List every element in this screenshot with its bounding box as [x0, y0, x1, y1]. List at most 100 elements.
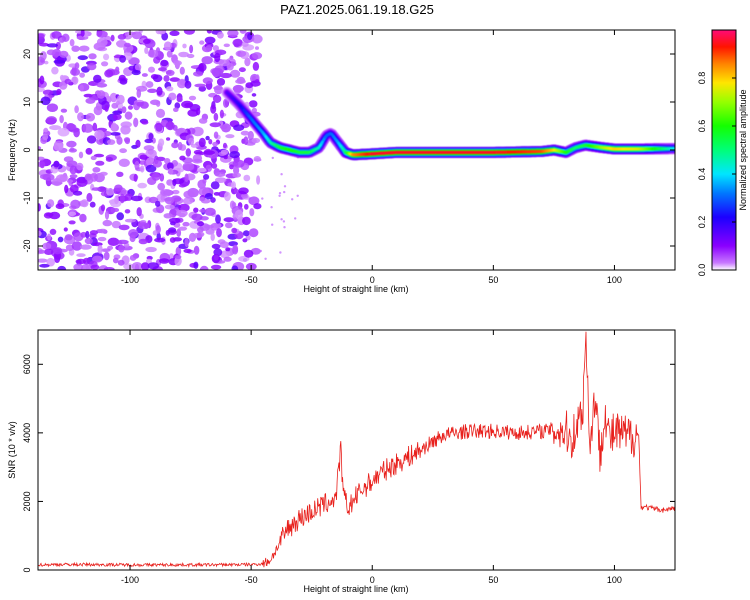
noise-blob	[234, 209, 243, 219]
spectrogram-y-label: Frequency (Hz)	[7, 119, 17, 181]
colorbar-tick-label: 0.0	[697, 264, 707, 277]
noise-blob	[158, 67, 167, 72]
noise-blob	[49, 228, 57, 235]
noise-point	[259, 249, 262, 253]
noise-blob	[160, 59, 169, 67]
noise-blob	[55, 203, 65, 210]
noise-blob	[155, 123, 163, 132]
noise-blob	[189, 44, 194, 54]
noise-blob	[57, 127, 70, 137]
noise-blob	[47, 233, 51, 241]
noise-blob	[38, 156, 45, 161]
noise-blob	[42, 89, 54, 96]
noise-blob	[64, 184, 69, 194]
noise-blob	[42, 242, 52, 250]
noise-blob	[181, 100, 194, 109]
noise-blob	[163, 213, 173, 219]
snr-y-label: SNR (10 * v/v)	[7, 421, 17, 479]
noise-blob	[178, 51, 190, 58]
noise-blob	[124, 218, 136, 223]
noise-blob	[124, 111, 133, 120]
noise-point	[283, 190, 286, 194]
noise-blob	[177, 79, 187, 89]
noise-blob	[187, 109, 199, 117]
noise-blob	[177, 141, 183, 151]
noise-blob	[186, 53, 195, 59]
noise-blob	[169, 237, 176, 243]
noise-blob	[205, 135, 210, 141]
noise-blob	[239, 30, 247, 34]
noise-blob	[42, 133, 49, 140]
noise-blob	[206, 30, 212, 34]
noise-blob	[174, 102, 181, 109]
noise-blob	[254, 79, 260, 84]
noise-blob	[198, 137, 206, 148]
x-tick-label: 50	[488, 575, 498, 585]
noise-blob	[225, 247, 231, 252]
noise-blob	[79, 84, 84, 92]
colorbar-ticks: 0.0 0.2 0.4 0.6 0.8	[697, 72, 736, 277]
noise-blob	[128, 105, 133, 110]
noise-blob	[92, 167, 101, 173]
noise-blob	[124, 209, 131, 214]
noise-blob	[73, 263, 84, 270]
noise-blob	[46, 43, 59, 48]
noise-blob	[59, 115, 64, 124]
noise-blob	[46, 257, 55, 267]
noise-blob	[210, 104, 217, 114]
noise-blob	[66, 179, 74, 184]
noise-blob	[43, 212, 53, 219]
noise-blob	[85, 230, 90, 239]
x-tick-label: -50	[245, 275, 258, 285]
noise-blob	[109, 92, 118, 103]
noise-blob	[251, 34, 263, 44]
noise-blob	[40, 96, 51, 106]
noise-blob	[136, 88, 142, 98]
noise-blob	[205, 45, 213, 52]
noise-blob	[193, 71, 204, 77]
noise-blob	[85, 112, 95, 122]
noise-blob	[238, 187, 249, 195]
noise-blob	[71, 241, 83, 251]
colorbar-label: Normalized spectral amplitude	[738, 89, 748, 210]
noise-point	[291, 198, 294, 201]
noise-blob	[183, 30, 195, 35]
noise-blob	[68, 148, 78, 153]
noise-blob	[47, 199, 55, 208]
noise-blob	[157, 182, 166, 191]
noise-blob	[76, 162, 84, 171]
noise-blob	[240, 130, 250, 136]
noise-blob	[238, 67, 246, 73]
noise-blob	[231, 227, 238, 234]
noise-blob	[238, 255, 250, 262]
noise-blob	[104, 210, 110, 220]
noise-blob	[136, 207, 142, 217]
noise-blob	[147, 88, 158, 94]
noise-blob	[253, 203, 262, 210]
noise-blob	[193, 261, 199, 269]
noise-blob	[69, 174, 78, 179]
noise-point	[271, 223, 274, 226]
noise-blob	[151, 137, 156, 144]
noise-point	[261, 197, 264, 200]
noise-blob	[175, 254, 182, 260]
noise-blob	[146, 157, 153, 167]
noise-blob	[255, 46, 259, 50]
noise-blob	[210, 233, 215, 242]
noise-blob	[85, 97, 96, 104]
noise-blob	[89, 230, 98, 236]
noise-blob	[173, 107, 179, 112]
noise-blob	[68, 211, 77, 217]
y-tick-label: 6000	[22, 354, 32, 374]
noise-blob	[112, 257, 119, 264]
noise-blob	[69, 184, 79, 193]
noise-blob	[201, 56, 213, 65]
noise-blob	[248, 100, 258, 108]
noise-blob	[139, 154, 148, 160]
noise-blob	[110, 34, 115, 42]
noise-blob	[203, 224, 214, 229]
noise-blob	[106, 139, 116, 145]
noise-blob	[97, 186, 107, 193]
